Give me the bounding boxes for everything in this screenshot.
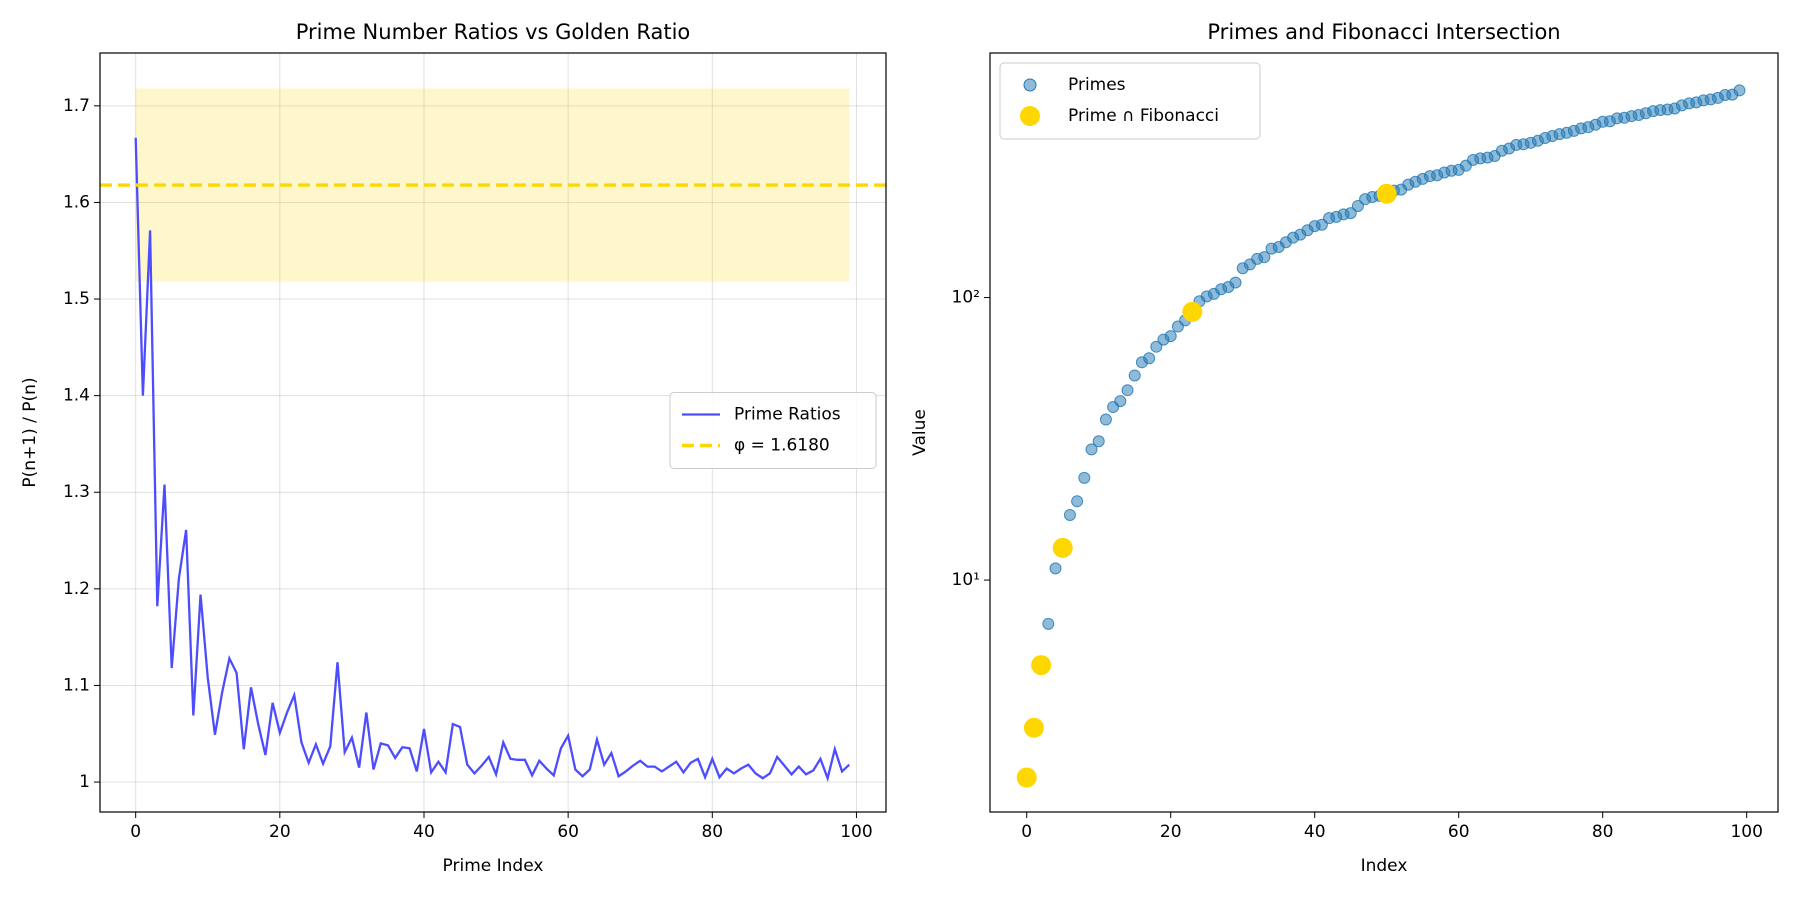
- y-tick-label: 1.6: [63, 192, 90, 212]
- y-tick-label: 10¹: [952, 570, 980, 590]
- prime-point: [1042, 617, 1055, 630]
- fibonacci-point: [1052, 537, 1073, 558]
- legend-swatch: [1020, 106, 1040, 126]
- prime-point: [1258, 251, 1271, 264]
- plot-area: [100, 88, 886, 783]
- plot-frame: [99, 52, 887, 813]
- chart-title: Primes and Fibonacci Intersection: [1207, 20, 1560, 44]
- prime-point: [1344, 207, 1357, 220]
- x-tick-label: 60: [557, 822, 579, 842]
- prime-point: [1099, 413, 1112, 426]
- y-tick-label: 1.7: [63, 96, 90, 116]
- prime-point: [1071, 495, 1084, 508]
- x-axis-label: Index: [1361, 856, 1408, 876]
- fibonacci-point: [1376, 183, 1397, 204]
- reference-band: [135, 88, 850, 282]
- prime-point: [1092, 435, 1105, 448]
- y-tick-label: 1.2: [63, 579, 90, 599]
- legend-label: φ = 1.6180: [734, 436, 830, 456]
- fibonacci-point: [1023, 717, 1044, 738]
- x-tick-label: 40: [413, 822, 435, 842]
- fibonacci-point: [1031, 655, 1052, 676]
- prime-point: [1063, 508, 1076, 521]
- y-tick-label: 1.5: [63, 289, 90, 309]
- plot-area: [1016, 84, 1746, 788]
- legend-swatch: [1023, 78, 1037, 92]
- y-tick-label: 10²: [952, 288, 980, 308]
- chart-title: Prime Number Ratios vs Golden Ratio: [296, 20, 691, 44]
- x-tick-label: 100: [840, 822, 872, 842]
- prime-point: [1128, 369, 1141, 382]
- prime-point: [1085, 443, 1098, 456]
- prime-point: [1078, 471, 1091, 484]
- prime-point: [1733, 84, 1746, 97]
- x-tick-label: 0: [1021, 822, 1032, 842]
- x-tick-label: 80: [701, 822, 723, 842]
- legend: Primes Prime ∩ Fibonacci: [999, 62, 1261, 140]
- legend-label: Primes: [1068, 75, 1126, 95]
- prime-point: [1229, 276, 1242, 289]
- legend-label: Prime ∩ Fibonacci: [1068, 106, 1219, 126]
- plot-frame: [989, 52, 1779, 813]
- y-tick-label: 1: [79, 772, 90, 792]
- y-axis-label: P(n+1) / P(n): [20, 377, 40, 487]
- y-tick-label: 1.1: [63, 675, 90, 695]
- legend-box: [999, 62, 1261, 140]
- prime-point: [1164, 330, 1177, 343]
- prime-point: [1114, 395, 1127, 408]
- x-tick-label: 100: [1730, 822, 1762, 842]
- y-tick-label: 1.3: [63, 482, 90, 502]
- x-tick-label: 20: [269, 822, 291, 842]
- x-tick-label: 80: [1592, 822, 1614, 842]
- prime-point: [1150, 340, 1163, 353]
- legend-box: [669, 392, 877, 469]
- prime-point: [1049, 562, 1062, 575]
- fibonacci-point: [1016, 767, 1037, 788]
- line-series: [134, 137, 851, 783]
- prime-point: [1351, 199, 1364, 212]
- x-axis-label: Prime Index: [443, 856, 544, 876]
- fibonacci-point: [1182, 301, 1203, 322]
- legend: Prime Ratios φ = 1.6180: [669, 392, 877, 469]
- legend-label: Prime Ratios: [734, 405, 841, 425]
- x-tick-label: 20: [1160, 822, 1182, 842]
- prime-point: [1121, 384, 1134, 397]
- x-tick-label: 60: [1448, 822, 1470, 842]
- x-tick-label: 0: [130, 822, 141, 842]
- y-tick-label: 1.4: [63, 386, 90, 406]
- y-axis-label: Value: [910, 409, 930, 456]
- prime-point: [1143, 352, 1156, 365]
- x-tick-label: 40: [1304, 822, 1326, 842]
